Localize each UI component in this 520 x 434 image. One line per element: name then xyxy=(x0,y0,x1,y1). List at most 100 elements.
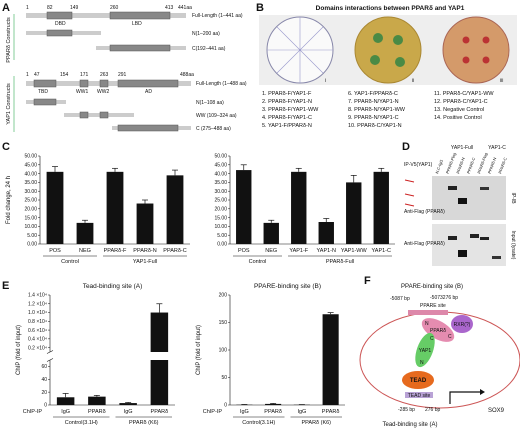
y-tick-label: 0 xyxy=(224,403,227,409)
arrow xyxy=(404,179,415,207)
construct-label: WW (109–324 aa) xyxy=(196,113,237,119)
domain xyxy=(79,111,89,119)
chart-title: Tead-binding site (A) xyxy=(83,283,143,290)
domain xyxy=(46,29,73,37)
bar xyxy=(76,222,94,244)
construct-label: C (275–488 aa) xyxy=(196,126,231,132)
aa-pos: 149 xyxy=(70,5,79,11)
y-tick-label: 5.00 xyxy=(217,233,227,239)
aa-pos: 291 xyxy=(118,72,127,78)
legend-entry: 14. Positive Control xyxy=(434,115,482,121)
band xyxy=(470,234,479,238)
x-tick-label: PPARδ-N xyxy=(133,248,156,254)
y-tick-label: 25.00 xyxy=(214,198,227,204)
x-axis-label: ChIP-IP xyxy=(203,409,223,415)
x-tick-label: IgG xyxy=(297,409,306,415)
blot-label: Anti-Flag (PPARδ) xyxy=(404,209,445,215)
legend-entry: 13. Negative Control xyxy=(434,107,484,113)
aa-pos: 488aa xyxy=(180,72,194,78)
group-label: Control xyxy=(249,259,267,265)
legend-entry: 7. PPARδ-N/YAP1-N xyxy=(348,99,399,105)
y-tick-label: 0 xyxy=(44,403,47,409)
legend-entry: 6. YAP1-F/PPARδ-C xyxy=(348,91,398,97)
domain xyxy=(99,111,109,119)
group-label: Control(3.1H) xyxy=(242,420,275,426)
bp-label: 276 bp xyxy=(425,407,441,413)
y-tick-label: 30.00 xyxy=(24,189,37,195)
x-tick-label: PPARδ-C xyxy=(163,248,186,254)
y-tick-label: 40.00 xyxy=(214,171,227,177)
group-label: PPARδ (K6) xyxy=(301,420,331,426)
tead xyxy=(402,371,434,389)
y-tick-label: 25.00 xyxy=(24,198,37,204)
panel-a: A PPARδ Constructs 1 82 149 260 413 441a… xyxy=(2,2,247,132)
band xyxy=(492,256,501,259)
legend-entry: 4. PPARδ-F/YAP1-C xyxy=(262,115,312,121)
side-label: Input (lysate) xyxy=(510,231,516,260)
band xyxy=(458,250,467,257)
tss-arrow xyxy=(449,391,480,404)
construct-label: Full-Length (1–488 aa) xyxy=(196,81,247,87)
panel-f: F PPARE-binding site (B) -5087 bp -50732… xyxy=(359,275,520,428)
domain xyxy=(117,124,179,132)
bar xyxy=(236,170,252,244)
y-tick-label: 10.00 xyxy=(214,224,227,230)
legend-entry: 12. PPARδ-C/YAP1-C xyxy=(434,99,488,105)
y-axis-label: ChIP (fold of input) xyxy=(16,325,22,375)
group-label: YAP1-Full xyxy=(133,259,157,265)
y-tick-label: 10.00 xyxy=(24,224,37,230)
bar xyxy=(119,403,137,405)
domain xyxy=(79,79,89,88)
protein-label: C xyxy=(448,334,452,340)
construct-label: N(1–108 aa) xyxy=(196,100,224,106)
legend-entry: 1. PPARδ-F/YAP1-F xyxy=(262,91,312,97)
domain xyxy=(99,79,109,88)
legend-entry: 3. PPARδ-F/YAP1-WW xyxy=(262,107,319,113)
lane-label: PPARδ-N xyxy=(487,157,498,175)
rxr xyxy=(451,315,473,333)
plate xyxy=(354,16,422,84)
aa-pos: 263 xyxy=(100,72,109,78)
aa-pos: 441aa xyxy=(178,5,192,11)
domain xyxy=(46,11,73,20)
y-tick-label: 40.00 xyxy=(24,171,37,177)
construct-label: C(192–441 aa) xyxy=(192,46,226,52)
group-label: PPARδ-Full xyxy=(326,259,354,265)
plate-grid xyxy=(267,17,333,83)
y-tick-label: 15.00 xyxy=(214,215,227,221)
bar xyxy=(88,396,106,405)
domain-label: AD xyxy=(145,89,152,95)
band xyxy=(448,236,457,240)
ppare-site xyxy=(408,310,448,315)
domain-label: WW2 xyxy=(97,89,109,95)
band xyxy=(480,237,489,240)
y-axis-label: Fold change, 24 h xyxy=(6,176,12,224)
x-tick-label: IgG xyxy=(240,409,249,415)
x-tick-label: IgG xyxy=(124,409,133,415)
aa-pos: 413 xyxy=(165,5,174,11)
y-tick-label: 0.2 ×10⁴ xyxy=(28,345,47,351)
band xyxy=(480,187,489,190)
construct xyxy=(26,13,186,18)
protein-label: N xyxy=(420,360,424,366)
site-label: Tead-binding site (A) xyxy=(382,422,437,428)
x-tick-label: PPARδ xyxy=(264,409,282,415)
protein-label: RXR(?) xyxy=(454,322,471,328)
panel-label: B xyxy=(256,2,264,14)
aa-pos: 1 xyxy=(26,5,29,11)
protein-label: TEAD xyxy=(410,378,427,384)
construct-label: N(1–200 aa) xyxy=(192,31,220,37)
ip-label: IP-V5(YAP1) xyxy=(404,162,433,168)
legend-entry: 9. PPARδ-N/YAP1-C xyxy=(348,115,399,121)
group-label: PPARδ (K6) xyxy=(129,420,159,426)
lane-label: PPARδ-N xyxy=(455,157,466,175)
ppard xyxy=(421,318,455,342)
panel-label: C xyxy=(2,141,10,153)
domain xyxy=(33,98,57,106)
aa-pos: 47 xyxy=(34,72,40,78)
y-tick-label: 50.00 xyxy=(214,154,227,160)
x-tick-label: YAP1-C xyxy=(372,248,391,254)
legend-entry: 5. YAP1-F/PPARδ-N xyxy=(262,123,312,129)
y-tick-label: 50 xyxy=(221,375,227,381)
